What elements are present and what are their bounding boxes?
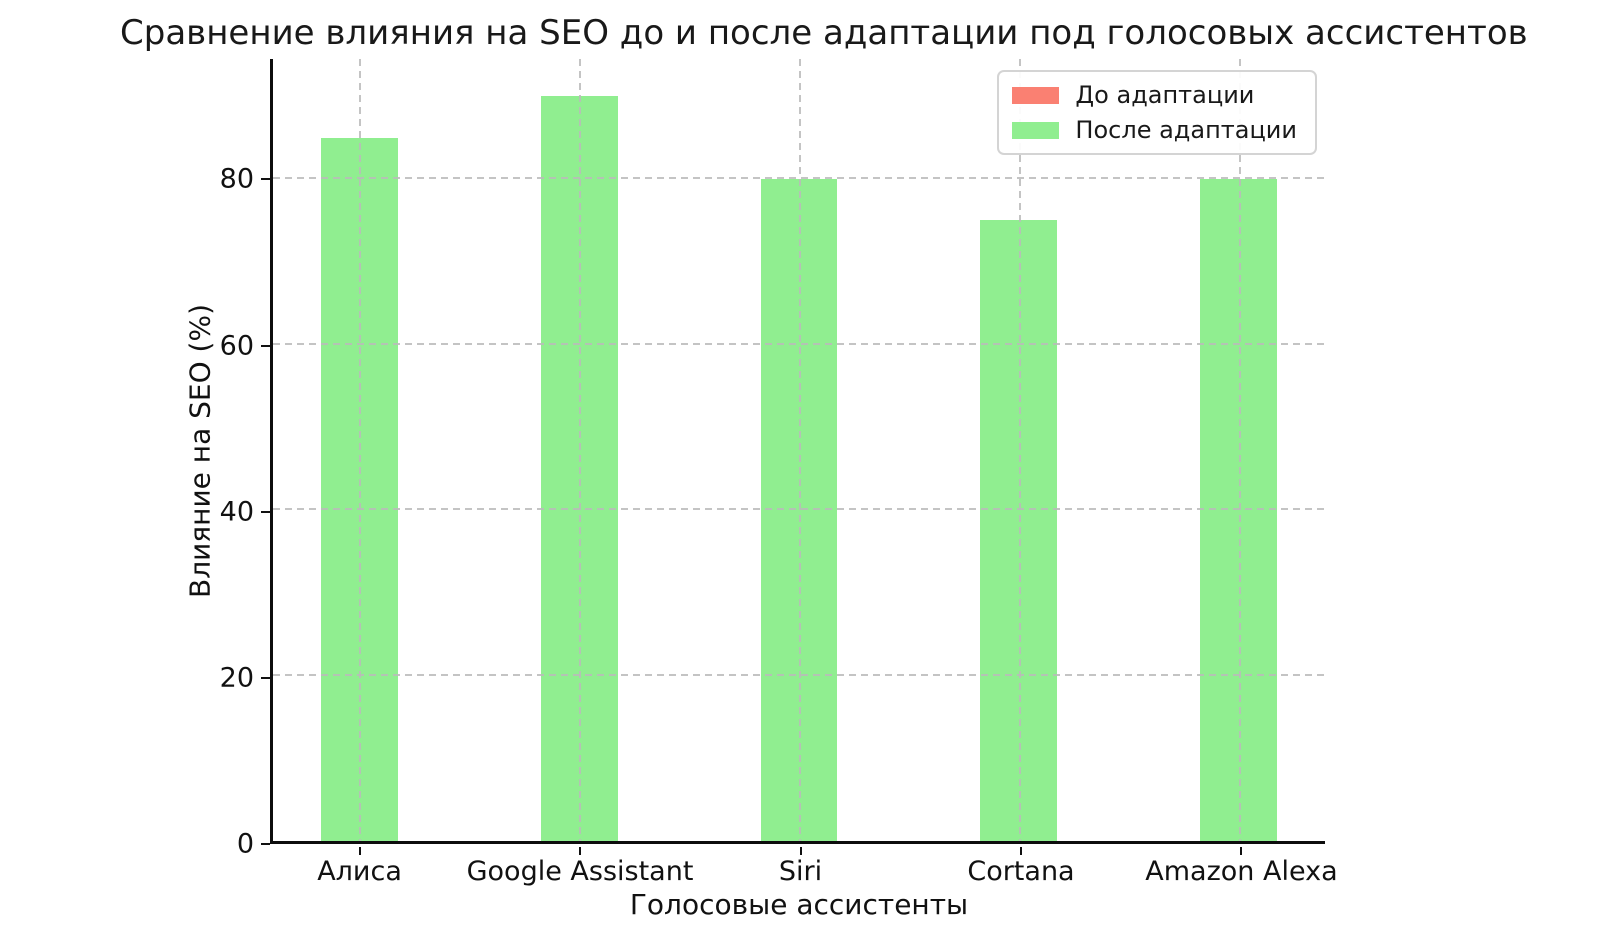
chart-title: Сравнение влияния на SEO до и после адап… [120,13,1528,53]
bar-series1-2 [760,179,838,841]
legend-label-after-adaptation: После адаптации [1075,116,1297,144]
y-tick-label-40: 40 [219,496,254,528]
y-tick-mark-20 [261,676,270,679]
plot-area: До адаптации После адаптации [270,59,1325,844]
gridline-v-2 [799,59,801,841]
y-tick-mark-40 [261,510,270,513]
y-tick-label-80: 80 [219,163,254,195]
y-tick-mark-0 [261,843,270,845]
bar-series1-4 [1200,179,1278,841]
gridline-v-3 [1018,59,1021,841]
x-tick-mark-1 [579,847,582,855]
legend: До адаптации После адаптации [997,70,1317,155]
y-tick-label-0: 0 [236,828,254,860]
legend-item-after-adaptation: После адаптации [1012,116,1297,144]
legend-swatch-after-adaptation-icon [1012,121,1060,139]
legend-label-before-adaptation: До адаптации [1075,81,1255,109]
y-tick-label-60: 60 [219,330,254,362]
legend-item-before-adaptation: До адаптации [1012,81,1297,109]
y-tick-mark-80 [261,178,270,181]
x-tick-label-0: Алиса [317,856,402,887]
x-axis-label: Голосовые ассистенты [629,888,969,921]
legend-swatch-before-adaptation-icon [1012,86,1060,104]
y-axis-label: Влияние на SEO (%) [183,304,217,598]
gridline-v-1 [579,59,582,841]
y-tick-label-20: 20 [219,662,254,694]
x-tick-mark-2 [799,847,802,855]
y-tick-mark-60 [261,344,270,347]
x-tick-mark-4 [1240,847,1243,855]
x-tick-mark-0 [358,847,361,855]
x-tick-label-3: Cortana [967,856,1075,887]
x-tick-mark-3 [1019,847,1022,855]
gridline-v-4 [1238,59,1241,841]
x-tick-label-4: Amazon Alexa [1145,856,1338,887]
gridline-v-0 [359,59,362,841]
x-tick-label-2: Siri [778,856,823,887]
x-tick-label-1: Google Assistant [466,856,694,887]
